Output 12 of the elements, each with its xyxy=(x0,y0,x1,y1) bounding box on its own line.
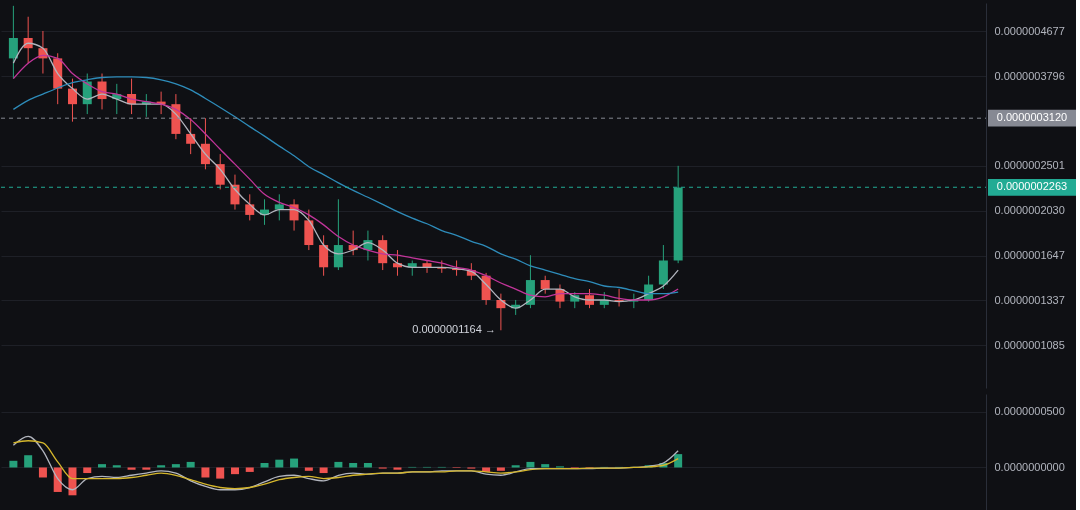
y-tick-label: 0.0000001337 xyxy=(994,293,1065,306)
y-tick-label: 0.0000001085 xyxy=(994,338,1065,351)
y-tick-label: 0.0000000000 xyxy=(994,460,1065,473)
y-tick-label: 0.0000002030 xyxy=(994,204,1065,217)
y-tick-label: 0.0000000500 xyxy=(994,405,1065,418)
annotation: 0.0000001164 → xyxy=(412,323,496,336)
y-tick-label: 0.0000004677 xyxy=(994,24,1065,37)
ref-line-label: 0.0000002263 xyxy=(996,180,1068,193)
ref-line-label: 0.0000003120 xyxy=(996,111,1068,124)
y-tick-label: 0.0000001647 xyxy=(994,249,1065,262)
y-tick-label: 0.0000002501 xyxy=(994,159,1065,172)
y-tick-label: 0.0000003796 xyxy=(994,69,1065,82)
